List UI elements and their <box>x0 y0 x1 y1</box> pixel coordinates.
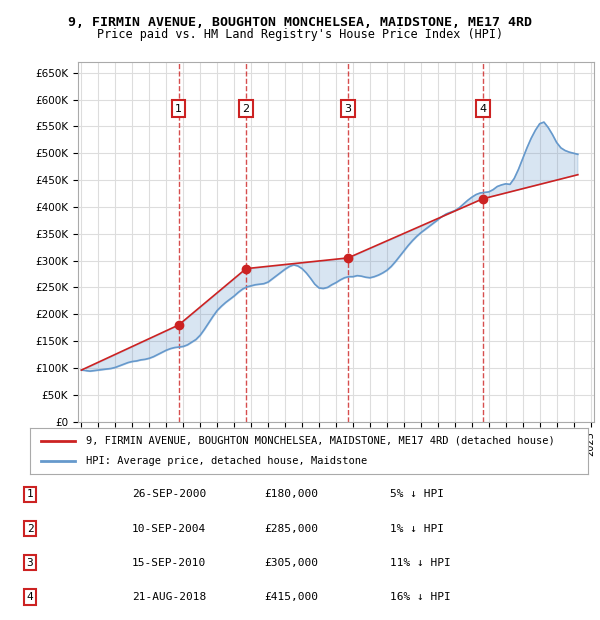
Text: 10-SEP-2004: 10-SEP-2004 <box>132 523 206 534</box>
Text: 3: 3 <box>26 557 34 568</box>
Text: 16% ↓ HPI: 16% ↓ HPI <box>390 591 451 602</box>
Text: 1% ↓ HPI: 1% ↓ HPI <box>390 523 444 534</box>
Text: £285,000: £285,000 <box>264 523 318 534</box>
Text: 9, FIRMIN AVENUE, BOUGHTON MONCHELSEA, MAIDSTONE, ME17 4RD (detached house): 9, FIRMIN AVENUE, BOUGHTON MONCHELSEA, M… <box>86 436 554 446</box>
Text: 1: 1 <box>175 104 182 113</box>
Text: 4: 4 <box>479 104 486 113</box>
Text: 5% ↓ HPI: 5% ↓ HPI <box>390 489 444 500</box>
Text: 2: 2 <box>26 523 34 534</box>
Text: £415,000: £415,000 <box>264 591 318 602</box>
Text: 9, FIRMIN AVENUE, BOUGHTON MONCHELSEA, MAIDSTONE, ME17 4RD: 9, FIRMIN AVENUE, BOUGHTON MONCHELSEA, M… <box>68 16 532 29</box>
Text: 15-SEP-2010: 15-SEP-2010 <box>132 557 206 568</box>
Text: 21-AUG-2018: 21-AUG-2018 <box>132 591 206 602</box>
Text: Price paid vs. HM Land Registry's House Price Index (HPI): Price paid vs. HM Land Registry's House … <box>97 28 503 41</box>
Text: 26-SEP-2000: 26-SEP-2000 <box>132 489 206 500</box>
Text: 1: 1 <box>26 489 34 500</box>
Text: £305,000: £305,000 <box>264 557 318 568</box>
Text: 11% ↓ HPI: 11% ↓ HPI <box>390 557 451 568</box>
Text: 4: 4 <box>26 591 34 602</box>
Text: £180,000: £180,000 <box>264 489 318 500</box>
Text: HPI: Average price, detached house, Maidstone: HPI: Average price, detached house, Maid… <box>86 456 367 466</box>
Text: 2: 2 <box>242 104 250 113</box>
Text: 3: 3 <box>344 104 352 113</box>
